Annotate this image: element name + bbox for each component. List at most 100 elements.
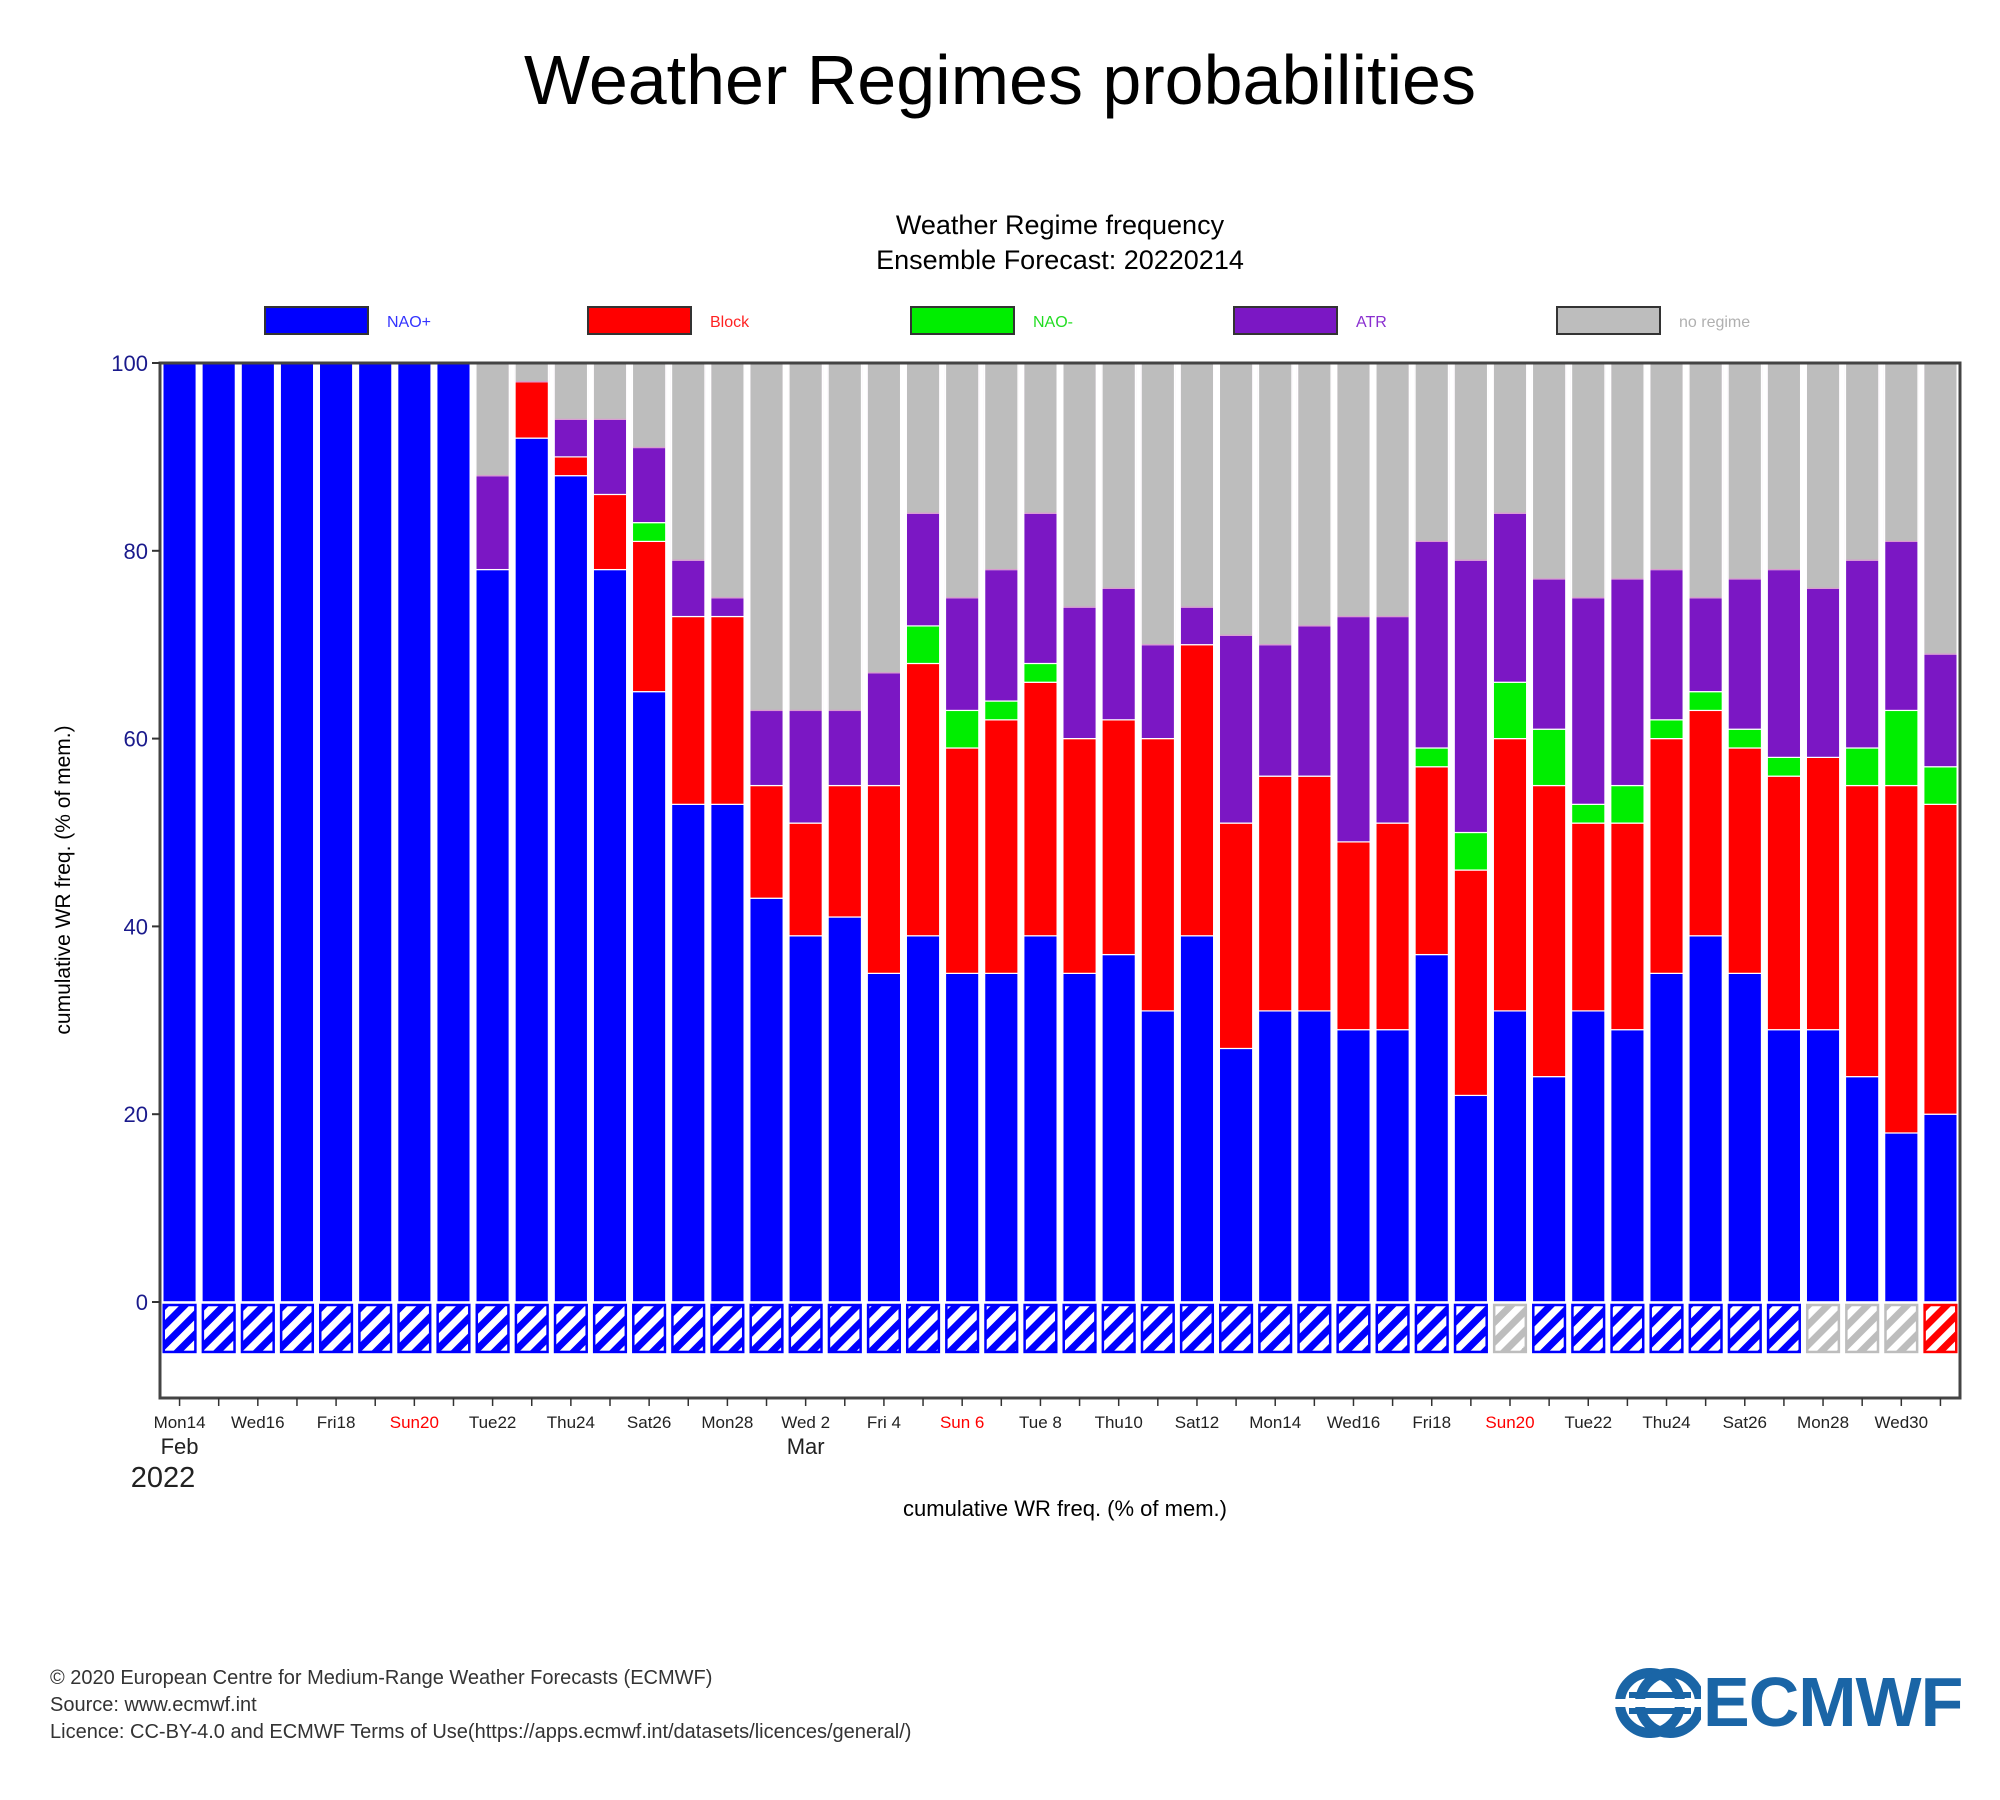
bar-segment-atr (1023, 512, 1058, 665)
dominant-regime-marker (827, 1303, 862, 1354)
bar-segment-atr (1531, 578, 1567, 730)
bar-segment-no-regime (944, 363, 980, 599)
bar-segment-atr (983, 568, 1019, 702)
bar-stack-outline (1727, 363, 1763, 1303)
bar-segment-nao- (1023, 662, 1058, 683)
dominant-regime-marker (1219, 1303, 1254, 1354)
bar-segment-nao- (1570, 803, 1606, 824)
dominant-regime-marker (319, 1303, 354, 1354)
bar-segment-nao- (240, 363, 276, 1303)
bar-segment-nao- (1101, 953, 1137, 1303)
dominant-regime-marker (671, 1303, 706, 1354)
bar-segment-nao- (1609, 1029, 1645, 1303)
bar-segment-nao- (1531, 1076, 1567, 1303)
bar-segment-no-regime (631, 363, 667, 449)
bar-segment-nao- (1844, 1076, 1880, 1303)
bar-stack-outline (1805, 363, 1841, 1303)
bar-stack-outline (240, 363, 276, 1303)
bar-segment-block (592, 493, 628, 571)
y-tick-label: 100 (111, 351, 148, 376)
bar-segment-nao- (905, 935, 941, 1303)
bar-segment-atr (1375, 615, 1411, 824)
bar-segment-nao- (1375, 1029, 1411, 1303)
bar-segment-atr (1062, 606, 1097, 740)
bar-segment-nao- (866, 972, 902, 1303)
bar-segment-no-regime (1649, 363, 1684, 571)
bar-segment-block (1649, 737, 1684, 974)
bar-segment-no-regime (670, 363, 706, 561)
bar-stack-outline (1766, 363, 1802, 1303)
bar-segment-no-regime (709, 363, 745, 599)
dominant-regime-marker (710, 1303, 745, 1354)
dominant-regime-marker (1179, 1303, 1215, 1354)
bar-segment-nao- (436, 363, 471, 1303)
dominant-regime-marker (866, 1303, 901, 1354)
dominant-regime-marker (1532, 1303, 1567, 1354)
bar-segment-no-regime (1883, 363, 1919, 543)
bar-segment-atr (944, 597, 980, 712)
y-tick-label: 20 (124, 1102, 148, 1127)
bar-segment-atr (1570, 597, 1606, 805)
bar-stack-outline (1414, 363, 1450, 1303)
bar-stack-outline (1648, 363, 1685, 1303)
bar-segment-no-regime (1844, 363, 1880, 561)
bar-segment-nao- (944, 972, 980, 1303)
bar-segment-nao- (1883, 709, 1919, 787)
bar-stack-outline (1375, 363, 1411, 1303)
bar-segment-atr (1766, 568, 1802, 758)
bar-segment-no-regime (1414, 363, 1450, 543)
dominant-regime-marker (788, 1303, 823, 1354)
dominant-regime-marker (162, 1303, 197, 1354)
bar-segment-nao- (279, 363, 315, 1303)
bar-segment-no-regime (1766, 363, 1802, 571)
bar-segment-block (1140, 737, 1176, 1012)
x-tick-label: Sat26 (627, 1413, 671, 1432)
dominant-regime-marker (905, 1303, 941, 1354)
bar-segment-no-regime (1140, 363, 1176, 646)
bar-segment-atr (631, 446, 667, 524)
bar-segment-no-regime (1609, 363, 1645, 580)
legend-swatch-no-regime (1556, 306, 1661, 335)
dominant-regime-marker (436, 1303, 471, 1354)
bar-segment-atr (1805, 587, 1841, 758)
bar-segment-no-regime (1218, 363, 1254, 636)
bar-segment-atr (905, 512, 941, 627)
bar-segment-nao- (1140, 1010, 1176, 1303)
bar-segment-block (1453, 869, 1489, 1097)
bar-segment-atr (1179, 606, 1215, 646)
bar-stack-outline (279, 363, 315, 1303)
dominant-regime-marker (1336, 1303, 1371, 1354)
bar-segment-atr (749, 709, 784, 787)
x-tick-label: Sat26 (1723, 1413, 1767, 1432)
dominant-regime-marker (1610, 1303, 1645, 1354)
bar-stack-outline (514, 363, 550, 1303)
bar-segment-no-regime (1062, 363, 1097, 608)
x-tick-label: Sun 6 (940, 1413, 984, 1432)
bar-segment-block (1805, 756, 1841, 1031)
dominant-regime-marker (1688, 1303, 1723, 1354)
bar-stack-outline (553, 363, 589, 1303)
plot-area (158, 361, 1962, 1400)
bar-segment-block (1414, 766, 1450, 956)
x-year-label: 2022 (131, 1462, 196, 1494)
bar-segment-atr (1688, 597, 1724, 693)
dominant-regime-marker (1297, 1303, 1332, 1354)
bar-stack-outline (827, 363, 863, 1303)
bar-stack-outline (1922, 363, 1959, 1303)
ecmwf-logo[interactable]: ECMWF (1615, 1663, 1963, 1741)
bar-segment-no-regime (1179, 363, 1215, 608)
legend-label: Block (710, 314, 750, 331)
bar-stack-outline (592, 363, 628, 1303)
bar-segment-no-regime (1688, 363, 1724, 599)
bar-segment-atr (709, 597, 745, 618)
bar-segment-nao- (357, 363, 393, 1303)
x-tick-label: Thu24 (1642, 1413, 1690, 1432)
dominant-regime-marker (1884, 1303, 1919, 1354)
bar-segment-block (905, 662, 941, 937)
bar-segment-nao- (1453, 831, 1489, 871)
bar-stack-outline (1492, 363, 1528, 1303)
bar-segment-nao- (1296, 1010, 1332, 1303)
bar-stack-outline (318, 363, 354, 1303)
x-tick-label: Tue 8 (1019, 1413, 1062, 1432)
bar-segment-no-regime (1023, 363, 1058, 514)
